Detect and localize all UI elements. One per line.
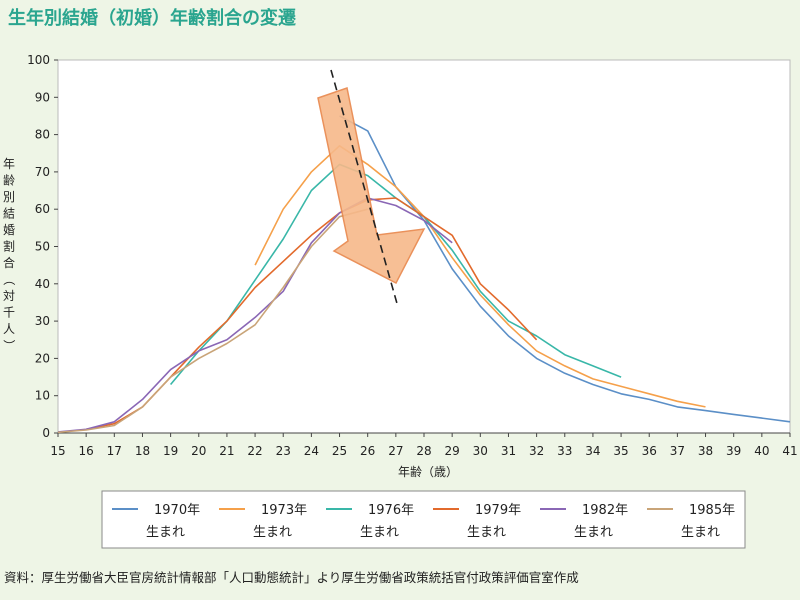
series-group <box>57 115 791 434</box>
x-axis-label-text: 年齢（歳） <box>398 464 458 479</box>
y-tick-label: 50 <box>35 240 50 254</box>
series-line-5 <box>57 208 368 434</box>
x-tick-label: 20 <box>191 444 206 458</box>
x-tick-label: 39 <box>726 444 741 458</box>
x-tick-label: 25 <box>332 444 347 458</box>
series-line-0 <box>339 115 791 423</box>
x-tick-label: 26 <box>360 444 375 458</box>
trend-arrow <box>317 69 426 308</box>
y-axis-label-char: 別 <box>3 190 15 204</box>
series-line-4 <box>57 197 453 433</box>
legend-box <box>101 490 746 549</box>
plot-area <box>57 59 791 434</box>
x-tick-label: 15 <box>50 444 65 458</box>
legend-label-line1: 1976年 <box>368 503 414 518</box>
legend-label-line2: 生まれ <box>146 525 185 540</box>
y-axis-label-char: 割 <box>3 239 15 254</box>
y-tick-label: 30 <box>35 314 50 328</box>
y-axis-label-char: 人 <box>3 322 15 336</box>
y-tick-label: 80 <box>35 128 50 142</box>
legend-label-line1: 1979年 <box>475 503 521 518</box>
arrow-dashed-line <box>330 69 399 308</box>
y-tick-label: 100 <box>27 53 50 67</box>
x-tick-label: 19 <box>163 444 178 458</box>
y-tick-label: 70 <box>35 165 50 179</box>
x-axis-label: 年齢（歳） <box>398 464 458 479</box>
y-axis-label-char: 千 <box>3 306 15 320</box>
x-tick-label: 28 <box>416 444 431 458</box>
x-tick-label: 35 <box>613 444 628 458</box>
y-tick-label: 10 <box>35 389 50 403</box>
legend-label-line1: 1982年 <box>582 503 628 518</box>
legend-label-line2: 生まれ <box>360 525 399 540</box>
legend-label-line1: 1985年 <box>689 503 735 518</box>
x-tick-label: 32 <box>529 444 544 458</box>
x-tick-label: 16 <box>79 444 94 458</box>
plot-frame <box>57 59 791 434</box>
legend-label-line2: 生まれ <box>681 525 720 540</box>
x-tick-label: 37 <box>670 444 685 458</box>
x-tick-label: 38 <box>698 444 713 458</box>
legend-label-line2: 生まれ <box>467 525 506 540</box>
arrow-shape <box>317 87 426 285</box>
y-tick-label: 0 <box>42 426 50 440</box>
chart-title: 生年別結婚（初婚）年齢割合の変遷 <box>8 8 296 29</box>
x-tick-label: 31 <box>501 444 516 458</box>
y-axis-label-char: ） <box>2 339 16 351</box>
y-tick-label: 60 <box>35 202 50 216</box>
x-tick-label: 22 <box>247 444 262 458</box>
source-note: 資料：厚生労働省大臣官房統計情報部「人口動態統計」より厚生労働省政策統括官付政策… <box>4 570 579 585</box>
x-tick-label: 17 <box>107 444 122 458</box>
axes: 0 10 20 30 40 50 60 70 80 90 100 15 16 17 18 19 20 21 22 23… <box>27 53 798 458</box>
x-tick-label: 29 <box>445 444 460 458</box>
y-axis-label-char: （ <box>2 273 16 285</box>
y-axis-label-char: 対 <box>3 289 15 303</box>
y-axis-label-char: 年 <box>3 157 15 171</box>
y-axis-label-char: 齢 <box>3 173 15 188</box>
legend-label-line1: 1973年 <box>261 503 307 518</box>
y-tick-label: 40 <box>35 277 50 291</box>
y-axis-label-char: 合 <box>3 255 15 270</box>
x-tick-label: 40 <box>754 444 769 458</box>
x-tick-label: 18 <box>135 444 150 458</box>
y-tick-label: 90 <box>35 90 50 104</box>
x-tick-label: 33 <box>557 444 572 458</box>
legend-label-line1: 1970年 <box>154 503 200 518</box>
y-axis-label-char: 結 <box>3 207 15 221</box>
x-tick-label: 27 <box>388 444 403 458</box>
x-tick-label: 23 <box>276 444 291 458</box>
x-tick-label: 24 <box>304 444 319 458</box>
x-tick-label: 41 <box>782 444 797 458</box>
x-tick-label: 34 <box>585 444 600 458</box>
y-tick-label: 20 <box>35 351 50 365</box>
x-tick-label: 30 <box>473 444 488 458</box>
legend-label-line2: 生まれ <box>574 525 613 540</box>
y-axis-label-char: 婚 <box>3 223 15 237</box>
x-tick-label: 36 <box>642 444 657 458</box>
x-tick-label: 21 <box>219 444 234 458</box>
legend-label-line2: 生まれ <box>253 525 292 540</box>
